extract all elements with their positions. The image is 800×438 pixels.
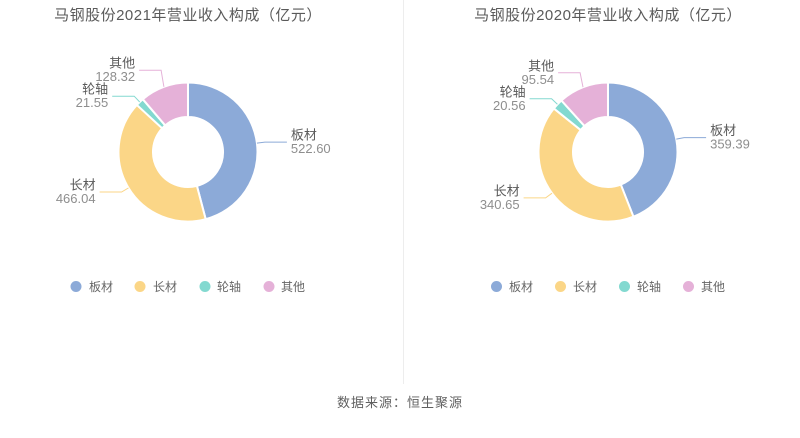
legend-item-3[interactable]: 其他	[263, 278, 305, 295]
legend-dot-icon	[619, 281, 630, 292]
chart-title-2020: 马钢股份2020年营业收入构成（亿元）	[474, 7, 742, 24]
legend-label: 轮轴	[637, 280, 662, 294]
legend-item-2[interactable]: 轮轴	[619, 278, 661, 295]
slice-label-value-2: 20.56	[493, 98, 526, 113]
label-leader-line-2	[112, 95, 141, 103]
chart-panel-2020: 马钢股份2020年营业收入构成（亿元） 板材 359.39 长材 340.65 轮轴 20…	[404, 0, 800, 370]
pie-slice-3[interactable]	[141, 81, 189, 127]
legend-label: 长材	[572, 280, 597, 294]
label-leader-line-1	[99, 187, 129, 193]
chart-panel-2021: 马钢股份2021年营业收入构成（亿元） 板材 522.60 长材 466.04 轮轴 21…	[0, 0, 403, 370]
legend-item-3[interactable]: 其他	[683, 278, 725, 295]
label-leader-line-2	[529, 98, 558, 105]
legend-dot-icon	[490, 281, 502, 292]
slice-label-name-3: 其他	[109, 56, 135, 71]
legend-dot-icon	[683, 281, 695, 292]
slice-label-name-0: 板材	[710, 123, 736, 138]
label-leader-line-3	[558, 72, 584, 88]
slice-label-name-3: 其他	[528, 58, 554, 73]
legend-2020: 板材 长材 轮轴 其他	[410, 278, 800, 295]
legend-label: 其他	[281, 280, 306, 294]
legend-dot-icon	[554, 281, 566, 292]
legend-dot-icon	[199, 281, 210, 292]
legend-label: 板材	[508, 280, 533, 294]
legend-dot-icon	[70, 281, 82, 292]
slice-label-name-0: 板材	[291, 128, 317, 143]
slice-label-value-3: 95.54	[522, 72, 555, 87]
legend-2021: 板材 长材 轮轴 其他	[0, 278, 390, 295]
label-leader-line-1	[523, 192, 553, 199]
legend-item-0[interactable]: 板材	[490, 278, 533, 295]
legend-item-2[interactable]: 轮轴	[199, 278, 241, 295]
slice-label-name-1: 长材	[494, 183, 520, 198]
slice-label-value-1: 340.65	[480, 197, 520, 212]
label-leader-line-0	[256, 141, 287, 144]
label-leader-line-3	[139, 69, 165, 87]
slice-label-value-0: 359.39	[710, 137, 750, 152]
slice-label-value-3: 128.32	[95, 69, 135, 84]
legend-label: 轮轴	[217, 280, 242, 294]
pie-slice-1[interactable]	[537, 107, 635, 223]
legend-label: 其他	[701, 280, 726, 294]
pie-slice-0[interactable]	[607, 81, 679, 218]
legend-item-0[interactable]: 板材	[70, 278, 113, 295]
panel-divider	[403, 0, 404, 384]
slice-label-value-2: 21.55	[76, 95, 109, 110]
slice-label-name-2: 轮轴	[82, 82, 108, 97]
slice-label-name-2: 轮轴	[500, 84, 526, 99]
slice-label-name-1: 长材	[70, 178, 96, 193]
label-leader-line-0	[676, 137, 707, 140]
legend-dot-icon	[134, 281, 146, 292]
source-note: 数据来源：恒生聚源	[336, 395, 463, 410]
pie-slice-1[interactable]	[117, 103, 207, 223]
legend-dot-icon	[263, 281, 275, 292]
chart-title-2021: 马钢股份2021年营业收入构成（亿元）	[54, 7, 322, 24]
legend-item-1[interactable]: 长材	[554, 278, 597, 295]
slice-label-value-1: 466.04	[56, 191, 96, 206]
legend-label: 长材	[152, 280, 177, 294]
pie-slice-3[interactable]	[560, 81, 609, 128]
legend-label: 板材	[88, 280, 113, 294]
pie-slice-0[interactable]	[187, 81, 259, 221]
slice-label-value-0: 522.60	[291, 141, 331, 156]
legend-item-1[interactable]: 长材	[134, 278, 177, 295]
